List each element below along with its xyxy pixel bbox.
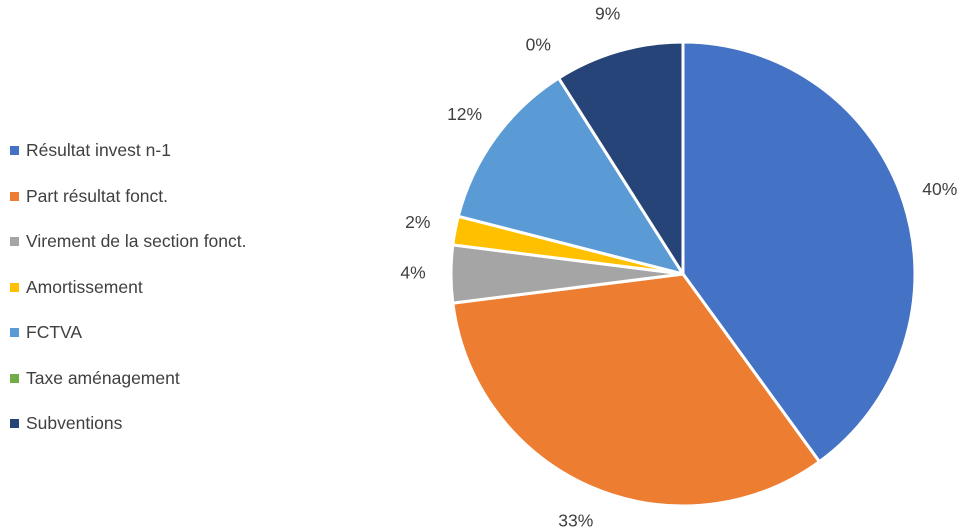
data-label: 9%: [595, 3, 620, 23]
legend-item: Part résultat fonct.: [10, 174, 247, 220]
legend-item: Résultat invest n-1: [10, 128, 247, 174]
legend-swatch: [10, 328, 19, 338]
legend-label: Amortissement: [26, 276, 143, 297]
pie-slice: [456, 76, 685, 276]
pie-slice: [557, 40, 685, 276]
legend-label: Résultat invest n-1: [26, 140, 171, 161]
legend-label: FCTVA: [26, 322, 83, 343]
legend-item: Subventions: [10, 401, 247, 447]
data-label: 0%: [526, 35, 551, 55]
legend-item: FCTVA: [10, 310, 247, 356]
legend-label: Virement de la section fonct.: [26, 231, 247, 252]
legend-label: Taxe aménagement: [26, 367, 180, 388]
pie-slice: [681, 40, 917, 464]
data-label: 2%: [405, 212, 430, 232]
legend-swatch: [10, 191, 19, 201]
pie-slice: [451, 272, 821, 508]
data-label: 4%: [400, 263, 425, 283]
data-label: 12%: [447, 104, 482, 124]
legend-swatch: [10, 419, 19, 429]
legend-item: Virement de la section fonct.: [10, 219, 247, 265]
legend-label: Subventions: [26, 413, 123, 434]
legend-item: Amortissement: [10, 265, 247, 311]
legend-swatch: [10, 237, 19, 247]
legend-swatch: [10, 282, 19, 292]
legend-swatch: [10, 373, 19, 383]
legend-swatch: [10, 146, 19, 156]
data-label: 40%: [922, 179, 957, 199]
legend-item: Taxe aménagement: [10, 356, 247, 402]
legend-label: Part résultat fonct.: [26, 185, 169, 206]
legend: Résultat invest n-1 Part résultat fonct. V…: [10, 128, 247, 447]
data-label: 33%: [558, 510, 593, 530]
